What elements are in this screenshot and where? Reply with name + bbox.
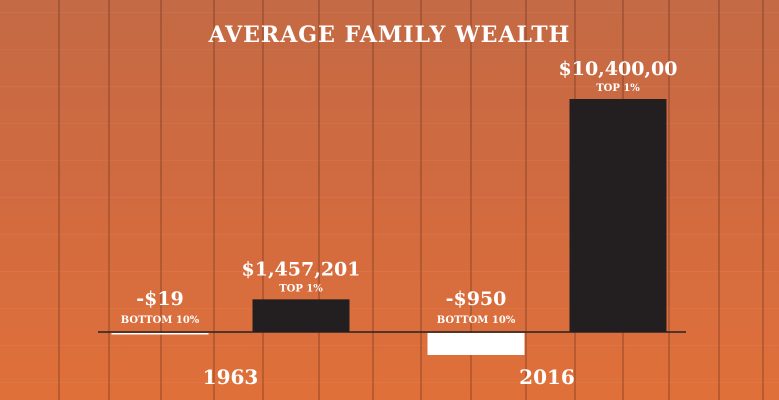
wood-plank-seam [372, 0, 374, 400]
bar-series-label-bottom-1963: BOTTOM 10% [121, 315, 200, 326]
wood-grain [0, 234, 779, 235]
wood-plank-seam [58, 0, 60, 400]
wood-grain [0, 49, 779, 50]
bar-value-label-bottom-2016: -$950 [446, 288, 507, 310]
year-label-2016: 2016 [519, 365, 575, 389]
bar-series-label-top-1963: TOP 1% [279, 283, 323, 294]
wood-plank-seam [108, 0, 110, 400]
wood-plank-seam [420, 0, 422, 400]
wood-grain [0, 160, 779, 161]
bar-value-label-top-1963: $1,457,201 [242, 258, 361, 280]
wood-grain [0, 12, 779, 13]
bar-series-label-bottom-2016: BOTTOM 10% [437, 315, 516, 326]
bar-bottom-10-2016 [427, 333, 525, 355]
wood-plank-seam [213, 0, 215, 400]
bar-top-1-1963 [252, 299, 350, 332]
year-label-1963: 1963 [203, 365, 259, 389]
wood-grain [0, 345, 779, 346]
chart-title: AVERAGE FAMILY WEALTH [208, 22, 571, 48]
wood-grain [0, 197, 779, 198]
bar-top-1-2016 [569, 99, 667, 332]
wood-plank-seam [525, 0, 527, 400]
wood-plank-seam [318, 0, 320, 400]
wood-plank-seam [668, 0, 670, 400]
bar-bottom-10-1963 [111, 333, 209, 335]
wood-grain [0, 308, 779, 309]
bar-value-label-top-2016: $10,400,00 [559, 58, 678, 80]
wood-grain [0, 271, 779, 272]
wood-plank-seam [262, 0, 264, 400]
wood-plank-seam [718, 0, 720, 400]
bar-series-label-top-2016: TOP 1% [596, 83, 640, 94]
bar-value-label-bottom-1963: -$19 [136, 288, 184, 310]
wood-grain [0, 86, 779, 87]
wood-plank-seam [762, 0, 764, 400]
wood-grain [0, 382, 779, 383]
wood-plank-seam [160, 0, 162, 400]
wood-grain [0, 123, 779, 124]
wood-plank-seam [470, 0, 472, 400]
